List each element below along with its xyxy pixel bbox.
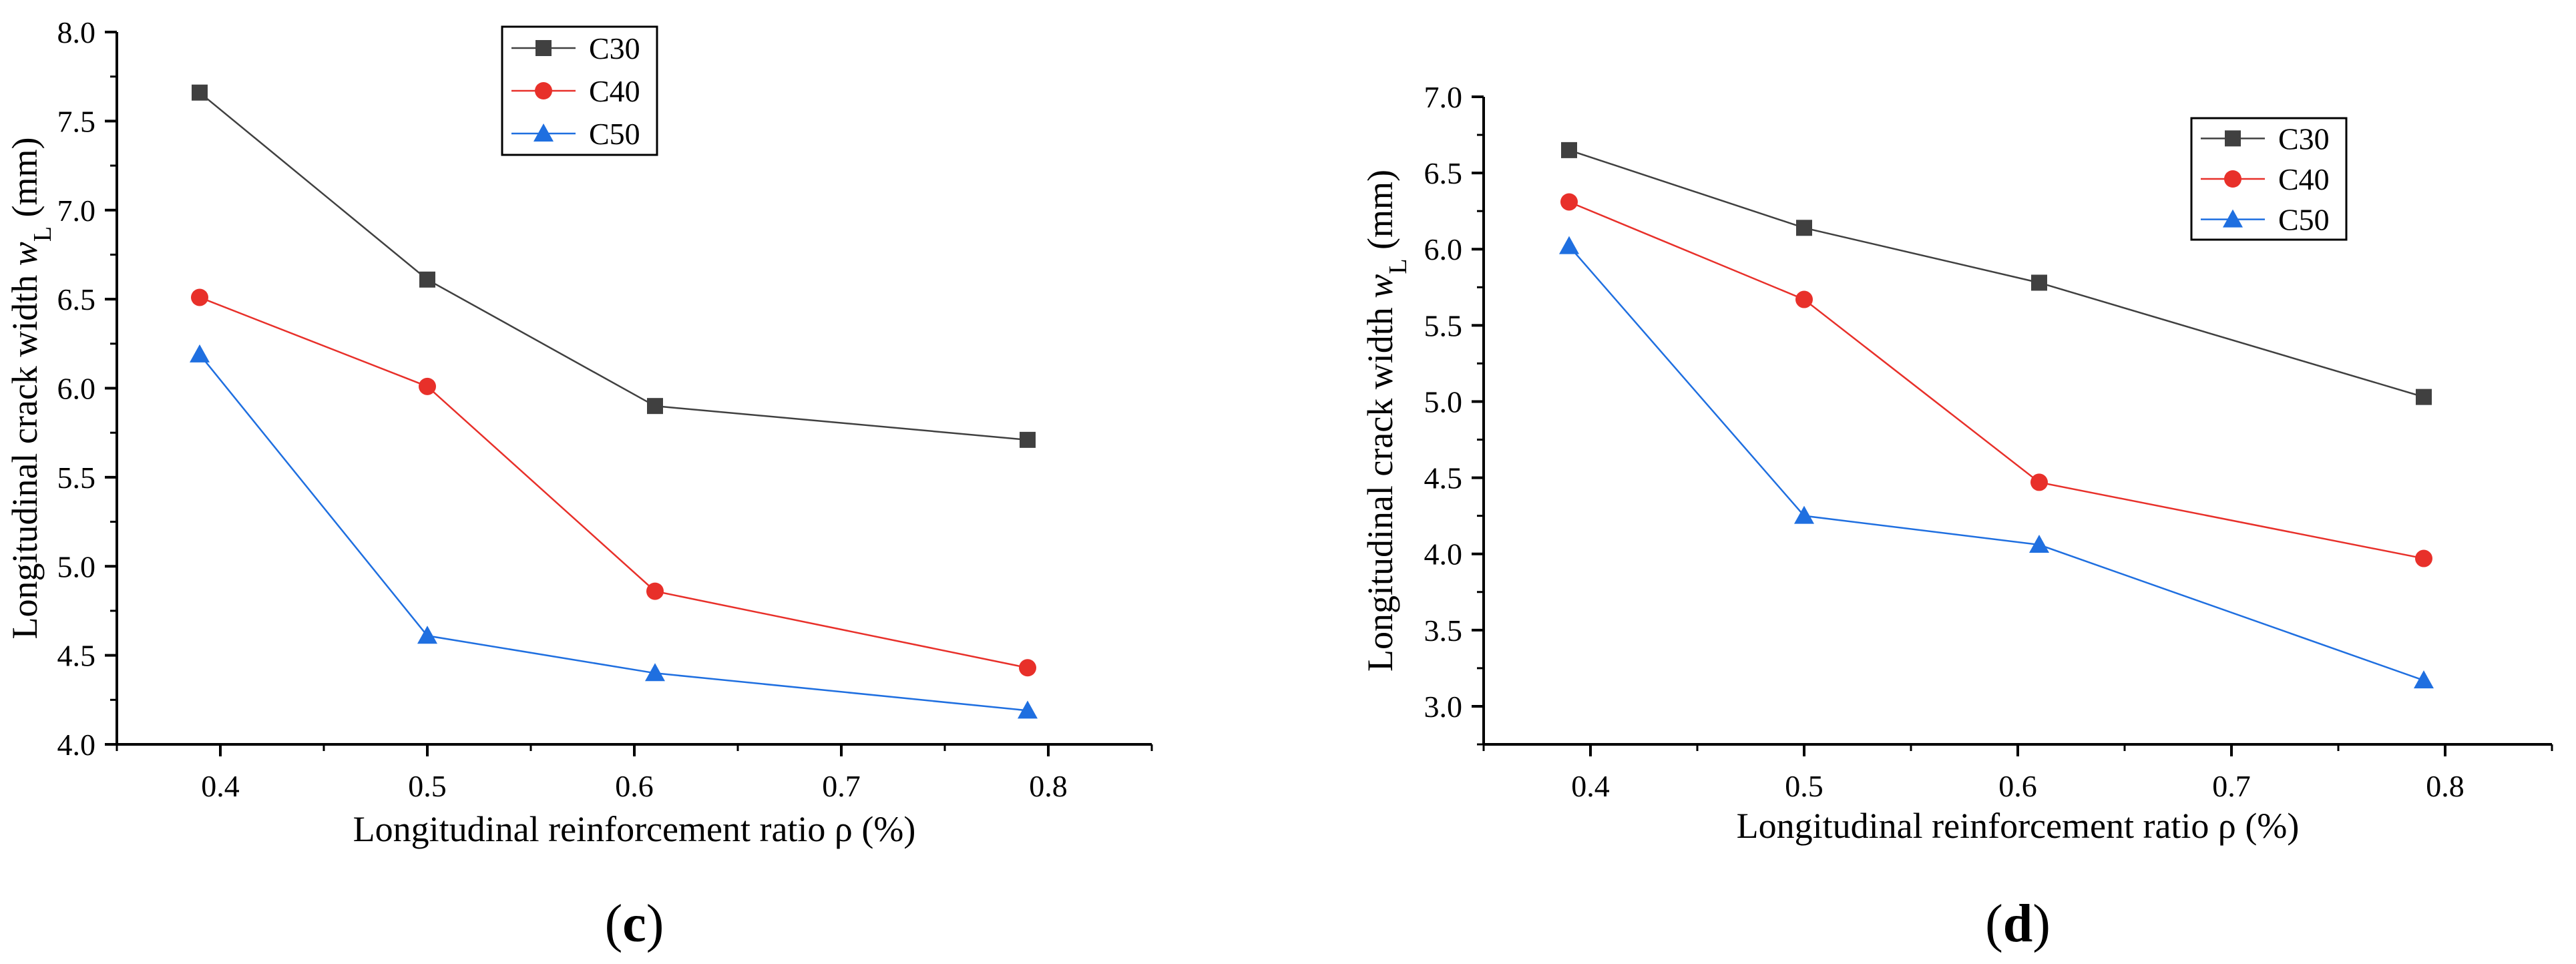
data-point-c40 — [1019, 659, 1036, 677]
x-tick-label: 0.8 — [1029, 769, 1068, 803]
panel-label: (c) — [605, 895, 664, 953]
data-point-c40 — [1795, 290, 1813, 308]
y-tick-label: 5.5 — [1424, 308, 1463, 342]
legend: C30 C40 C50 — [2190, 117, 2348, 241]
legend: C30 C40 C50 — [501, 25, 658, 156]
data-point-c30 — [647, 398, 663, 415]
data-point-c50 — [1018, 700, 1038, 719]
data-point-c30 — [2416, 389, 2432, 405]
data-point-c40 — [2415, 549, 2432, 567]
x-tick-label: 0.8 — [2426, 769, 2464, 803]
y-tick-label: 7.0 — [57, 194, 96, 228]
legend-marker-c30 — [535, 40, 552, 56]
data-point-c40 — [646, 582, 664, 600]
chart-panel-d: 3.0 3.5 4.0 4.5 5.0 5.5 6.0 6.5 7.0 0.4 0.5 0.6 0.7 0… — [1360, 80, 2553, 953]
panel-label-close: ) — [2032, 895, 2051, 953]
data-point-c40 — [1560, 193, 1578, 211]
y-axis-title-unit: (mm) — [1360, 170, 1400, 258]
y-tick-label: 3.0 — [1424, 690, 1463, 724]
panel-label-open: ( — [1985, 895, 2003, 953]
x-tick-label: 0.5 — [1785, 769, 1823, 803]
x-tick-label: 0.6 — [1998, 769, 2037, 803]
x-tick-label: 0.5 — [408, 769, 447, 803]
y-axis-title-main: Longitudinal crack width — [5, 266, 45, 639]
series-line-c30 — [1568, 149, 2424, 398]
data-point-c50 — [417, 626, 437, 644]
x-tick-label: 0.7 — [822, 769, 861, 803]
y-tick-label: 4.0 — [57, 728, 96, 762]
y-tick-label: 4.5 — [57, 639, 96, 673]
data-point-c30 — [419, 271, 435, 288]
data-point-c50 — [2029, 535, 2049, 553]
y-tick-label: 7.0 — [1424, 80, 1463, 114]
y-tick-label: 6.0 — [1424, 232, 1463, 266]
y-tick-label: 6.0 — [57, 372, 96, 406]
legend-label-c50: C50 — [2278, 203, 2330, 237]
data-point-c30 — [1020, 431, 1036, 448]
x-tick-label: 0.4 — [201, 769, 240, 803]
data-point-c40 — [419, 377, 436, 395]
y-axis-title: Longitudinal crack width wL (mm) — [1360, 170, 1412, 672]
x-tick-label: 0.7 — [2212, 769, 2251, 803]
x-tick-label: 0.4 — [1571, 769, 1610, 803]
legend-marker-c40 — [535, 82, 552, 99]
data-point-c40 — [2030, 473, 2048, 491]
y-axis-title: Longitudinal crack width wL (mm) — [5, 137, 57, 639]
y-tick-label: 8.0 — [57, 15, 96, 49]
y-axis-title-unit: (mm) — [5, 137, 45, 226]
data-point-c30 — [1796, 220, 1812, 236]
y-axis-title-var: w — [1360, 274, 1400, 298]
x-axis-title: Longitudinal reinforcement ratio ρ (%) — [1737, 806, 2300, 846]
y-tick-label: 3.5 — [1424, 614, 1463, 648]
data-point-c50 — [1794, 505, 1814, 524]
legend-label-c50: C50 — [589, 117, 640, 151]
data-point-c50 — [2414, 670, 2434, 689]
series-line-c50 — [1568, 245, 2424, 682]
panel-label-letter: d — [2003, 895, 2033, 953]
y-axis-title-var: w — [5, 242, 45, 266]
legend-marker-c50 — [2223, 209, 2243, 228]
y-tick-label: 7.5 — [57, 104, 96, 138]
x-axis-title: Longitudinal reinforcement ratio ρ (%) — [353, 809, 916, 849]
data-point-c50 — [190, 344, 210, 363]
panel-label-close: ) — [646, 895, 664, 953]
chart-panel-c: 4.0 4.5 5.0 5.5 6.0 6.5 7.0 7.5 8.0 0.4 0.5 0.6 0.7 0… — [5, 15, 1153, 953]
series-line-c40 — [1568, 201, 2424, 559]
series-line-c40 — [199, 296, 1028, 669]
data-point-c40 — [191, 288, 208, 306]
y-tick-label: 4.0 — [1424, 537, 1463, 571]
series-line-c50 — [199, 354, 1028, 712]
y-axis-title-sub: L — [29, 226, 57, 242]
legend-label-c40: C40 — [2278, 162, 2330, 196]
panel-label-letter: c — [622, 895, 646, 953]
series-line-c30 — [199, 91, 1028, 441]
y-tick-label: 5.5 — [57, 461, 96, 495]
data-point-c30 — [2031, 274, 2047, 291]
data-point-c30 — [192, 84, 208, 101]
data-point-c30 — [1561, 142, 1577, 158]
legend-marker-c30 — [2225, 130, 2241, 147]
panel-label-open: ( — [605, 895, 623, 953]
panel-label: (d) — [1985, 895, 2051, 953]
legend-marker-c50 — [533, 124, 554, 142]
legend-label-c40: C40 — [589, 74, 640, 108]
legend-marker-c40 — [2224, 170, 2241, 188]
x-tick-label: 0.6 — [615, 769, 654, 803]
legend-label-c30: C30 — [589, 31, 640, 65]
y-tick-label: 6.5 — [1424, 156, 1463, 190]
y-tick-label: 6.5 — [57, 282, 96, 316]
y-axis-title-main: Longitudinal crack width — [1360, 298, 1400, 672]
data-point-c50 — [645, 663, 665, 682]
y-axis-title-sub: L — [1384, 258, 1412, 274]
data-point-c50 — [1559, 236, 1579, 254]
y-tick-label: 5.0 — [1424, 385, 1463, 419]
legend-label-c30: C30 — [2278, 122, 2330, 156]
y-tick-label: 5.0 — [57, 549, 96, 583]
y-tick-label: 4.5 — [1424, 461, 1463, 495]
